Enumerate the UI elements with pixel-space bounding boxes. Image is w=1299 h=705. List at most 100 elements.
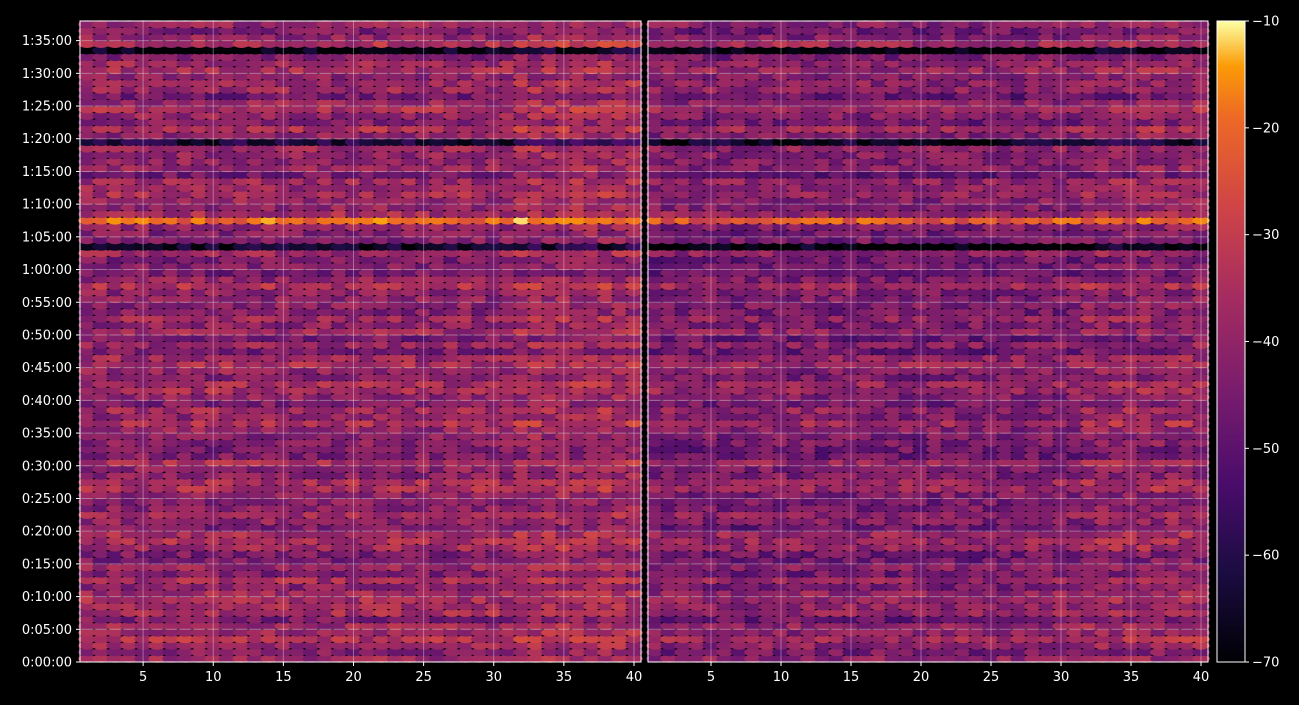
heatmap-cell [148, 445, 166, 454]
heatmap-cell [330, 353, 349, 362]
heatmap-cell [260, 432, 278, 441]
heatmap-cell [513, 294, 531, 304]
heatmap-cell [597, 517, 615, 526]
heatmap-cell [106, 523, 124, 533]
heatmap-cell [471, 517, 489, 526]
heatmap-cell [541, 203, 559, 212]
heatmap-cell [555, 347, 573, 356]
heatmap-cell [583, 399, 601, 408]
heatmap-cell [527, 386, 545, 395]
heatmap-cell [92, 595, 110, 605]
heatmap-cell [134, 563, 152, 572]
heatmap-cell [513, 347, 531, 356]
heatmap-cell [414, 432, 433, 441]
heatmap-cell [260, 249, 278, 258]
heatmap-cell [541, 347, 559, 356]
heatmap-cell [400, 242, 419, 251]
heatmap-cell [92, 366, 110, 375]
heatmap-cell [288, 458, 307, 467]
heatmap-cell [316, 432, 335, 441]
heatmap-cell [176, 543, 194, 552]
heatmap-cell [176, 379, 194, 389]
heatmap-cell [92, 602, 110, 611]
heatmap-cell [246, 484, 264, 493]
heatmap-cell [274, 464, 293, 474]
heatmap-cell [400, 373, 419, 382]
heatmap-cell [428, 556, 447, 565]
heatmap-cell [246, 301, 264, 310]
heatmap-cell [302, 334, 321, 343]
heatmap-cell [386, 229, 405, 238]
heatmap-cell [527, 497, 545, 506]
heatmap-cell [190, 451, 208, 461]
heatmap-cell [288, 523, 307, 533]
heatmap-cell [527, 491, 545, 500]
heatmap-cell [134, 608, 152, 618]
heatmap-cell [414, 209, 433, 219]
heatmap-cell [78, 504, 96, 513]
heatmap-cell [232, 608, 250, 618]
heatmap-cell [92, 648, 110, 657]
heatmap-cell [344, 294, 363, 304]
heatmap-cell [148, 491, 166, 500]
heatmap-cell [541, 301, 559, 310]
heatmap-cell [414, 471, 433, 480]
heatmap-cell [274, 458, 293, 467]
heatmap-cell [471, 556, 489, 565]
heatmap-cell [499, 432, 517, 441]
heatmap-cell [555, 543, 573, 552]
heatmap-cell [555, 425, 573, 434]
heatmap-cell [400, 523, 419, 533]
heatmap-cell [569, 268, 587, 277]
heatmap-cell [246, 615, 264, 624]
heatmap-cell [134, 569, 152, 578]
heatmap-cell [400, 648, 419, 657]
heatmap-cell [569, 432, 587, 441]
heatmap-cell [260, 517, 278, 526]
heatmap-cell [358, 491, 377, 500]
heatmap-cell [78, 399, 96, 408]
heatmap-cell [204, 635, 222, 644]
heatmap-cell [246, 563, 264, 572]
heatmap-cell [386, 386, 405, 395]
heatmap-cell [428, 648, 447, 657]
heatmap-cell [246, 249, 264, 258]
heatmap-cell [330, 301, 349, 310]
heatmap-cell [92, 321, 110, 330]
heatmap-cell [162, 412, 180, 421]
heatmap-cell [92, 399, 110, 408]
heatmap-cell [358, 347, 377, 356]
heatmap-cell [148, 602, 166, 611]
heatmap-cell [400, 582, 419, 591]
heatmap-cell [330, 262, 349, 271]
heatmap-cell [597, 321, 615, 330]
heatmap-cell [190, 216, 208, 225]
heatmap-cell [625, 275, 643, 284]
heatmap-cell [288, 621, 307, 631]
heatmap-cell [513, 582, 531, 591]
heatmap-cell [625, 412, 643, 421]
heatmap-cell [330, 510, 349, 519]
heatmap-cell [625, 294, 643, 304]
heatmap-cell [92, 543, 110, 552]
heatmap-cell [569, 406, 587, 415]
heatmap-cell [499, 523, 517, 533]
heatmap-cell [471, 569, 489, 578]
heatmap-cell [120, 445, 138, 454]
heatmap-cell [597, 419, 615, 428]
heatmap-cell [569, 216, 587, 225]
heatmap-cell [344, 386, 363, 395]
heatmap-cell [597, 308, 615, 317]
heatmap-cell [400, 451, 419, 461]
heatmap-cell [190, 268, 208, 277]
heatmap-cell [204, 517, 222, 526]
heatmap-cell [134, 484, 152, 493]
heatmap-cell [471, 294, 489, 304]
heatmap-cell [527, 635, 545, 644]
heatmap-cell [400, 275, 419, 284]
heatmap-cell [288, 589, 307, 598]
heatmap-cell [428, 484, 447, 493]
heatmap-cell [288, 314, 307, 323]
heatmap-cell [232, 530, 250, 539]
heatmap-cell [162, 301, 180, 310]
